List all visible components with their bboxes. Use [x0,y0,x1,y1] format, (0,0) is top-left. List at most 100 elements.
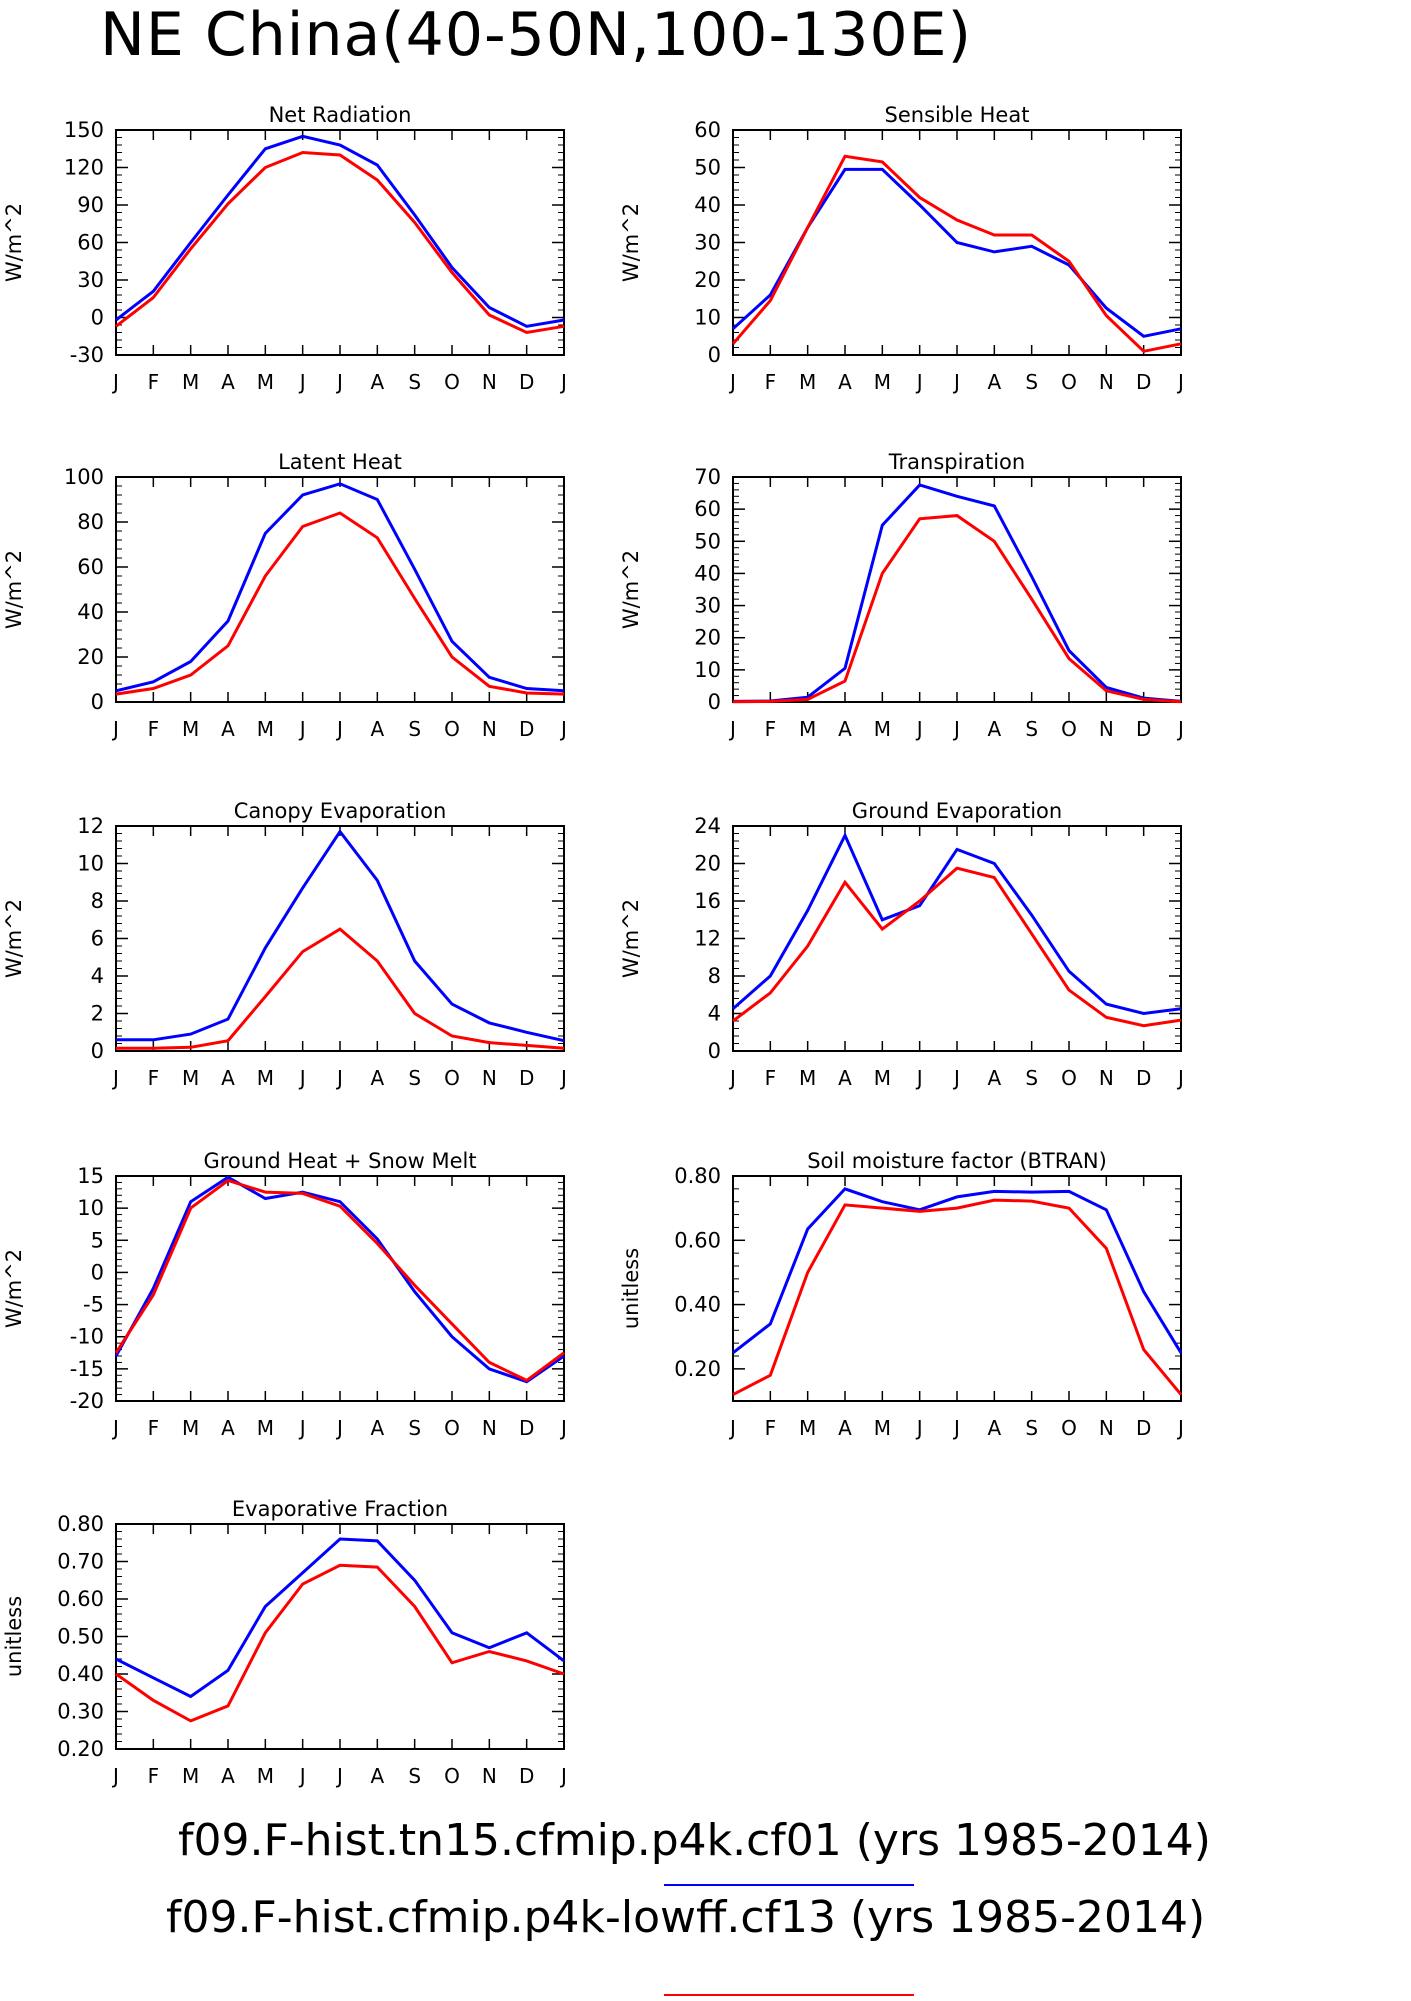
y-axis-label: W/m^2 [2,1249,26,1328]
x-tick-label: N [1099,717,1114,741]
x-tick-label: J [559,1066,567,1090]
x-tick-label: D [1136,370,1151,394]
x-tick-label: M [257,1066,274,1090]
x-tick-label: A [838,1066,852,1090]
series-line-1 [732,831,1182,1016]
y-tick-label: 0.40 [674,1293,721,1317]
y-tick-label: 70 [694,465,721,489]
x-tick-label: F [765,717,777,741]
chart-title: Canopy Evaporation [234,799,447,823]
chart-title: Latent Heat [278,450,402,474]
y-tick-label: 50 [694,156,721,180]
x-tick-label: J [915,717,923,741]
x-tick-label: D [519,717,534,741]
chart-title: Soil moisture factor (BTRAN) [807,1149,1107,1173]
page-title: NE China(40-50N,100-130E) [100,0,972,70]
x-tick-label: S [408,1764,421,1788]
chart-title: Transpiration [888,450,1025,474]
x-tick-label: J [559,370,567,394]
x-tick-label: M [182,1416,199,1440]
x-tick-label: A [838,717,852,741]
plot-frame [115,129,565,356]
x-tick-label: J [728,717,736,741]
x-tick-label: O [444,717,460,741]
series-line-2 [116,927,565,1050]
y-tick-label: 80 [77,510,104,534]
x-tick-label: S [408,370,421,394]
x-tick-label: D [519,1416,534,1440]
y-tick-label: 40 [77,600,104,624]
x-tick-label: A [838,370,852,394]
y-axis-label: W/m^2 [619,203,643,282]
x-tick-label: F [765,1416,777,1440]
x-tick-label: A [987,717,1001,741]
x-tick-label: N [1099,370,1114,394]
x-tick-label: A [370,1416,384,1440]
series-line-1 [115,134,565,328]
y-tick-label: -20 [70,1389,104,1413]
x-tick-label: D [519,370,534,394]
series-line-1 [114,1175,565,1384]
y-tick-label: 100 [64,465,104,489]
y-tick-label: 5 [91,1228,104,1252]
x-tick-label: J [335,1066,343,1090]
legend-swatch-1 [664,1884,914,1886]
x-tick-label: J [298,1416,306,1440]
x-tick-label: D [1136,717,1151,741]
x-tick-label: J [1176,1416,1184,1440]
x-tick-label: J [1176,1066,1184,1090]
y-axis-label: unitless [2,1596,26,1677]
x-tick-label: J [559,717,567,741]
x-tick-label: J [952,1066,960,1090]
y-tick-label: -30 [70,343,104,367]
x-tick-label: J [728,1066,736,1090]
series-line-2 [115,1563,565,1723]
y-tick-label: 0.60 [57,1587,104,1611]
x-tick-label: J [111,370,119,394]
x-tick-label: J [298,717,306,741]
chart-title: Evaporative Fraction [232,1497,448,1521]
x-tick-label: J [335,717,343,741]
x-tick-label: J [298,1764,306,1788]
x-tick-label: J [915,1416,923,1440]
x-tick-label: A [370,1066,384,1090]
y-tick-label: -10 [70,1325,104,1349]
y-tick-label: 6 [91,927,104,951]
x-tick-label: J [298,370,306,394]
x-tick-label: O [1061,1416,1077,1440]
x-tick-label: A [370,370,384,394]
y-tick-label: 8 [708,964,721,988]
y-tick-label: 20 [694,626,721,650]
series-line-2 [115,511,565,696]
y-tick-label: 4 [708,1002,721,1026]
series-line-1 [732,1187,1183,1354]
x-tick-label: M [182,370,199,394]
y-tick-label: 10 [694,306,721,330]
x-tick-label: S [1025,717,1038,741]
x-tick-label: A [987,370,1001,394]
x-tick-label: J [952,1416,960,1440]
series-line-1 [732,483,1182,703]
x-tick-label: J [559,1416,567,1440]
y-axis-label: unitless [619,1248,643,1329]
y-tick-label: 8 [91,889,104,913]
legend-label-1: f09.F-hist.tn15.cfmip.p4k.cf01 (yrs 1985… [178,1815,1211,1866]
x-tick-label: J [335,370,343,394]
x-tick-label: J [728,370,736,394]
y-tick-label: 60 [694,497,721,521]
y-tick-label: 40 [694,193,721,217]
x-tick-label: F [148,1416,160,1440]
x-tick-label: A [987,1066,1001,1090]
x-tick-label: M [799,1066,816,1090]
y-tick-label: 16 [694,889,721,913]
y-tick-label: 40 [694,561,721,585]
x-tick-label: J [915,1066,923,1090]
x-tick-label: M [799,717,816,741]
x-tick-label: J [111,1066,119,1090]
x-tick-label: J [111,1416,119,1440]
x-tick-label: M [257,717,274,741]
y-tick-label: 90 [77,193,104,217]
y-tick-label: 0.30 [57,1700,104,1724]
series-line-1 [731,167,1182,338]
